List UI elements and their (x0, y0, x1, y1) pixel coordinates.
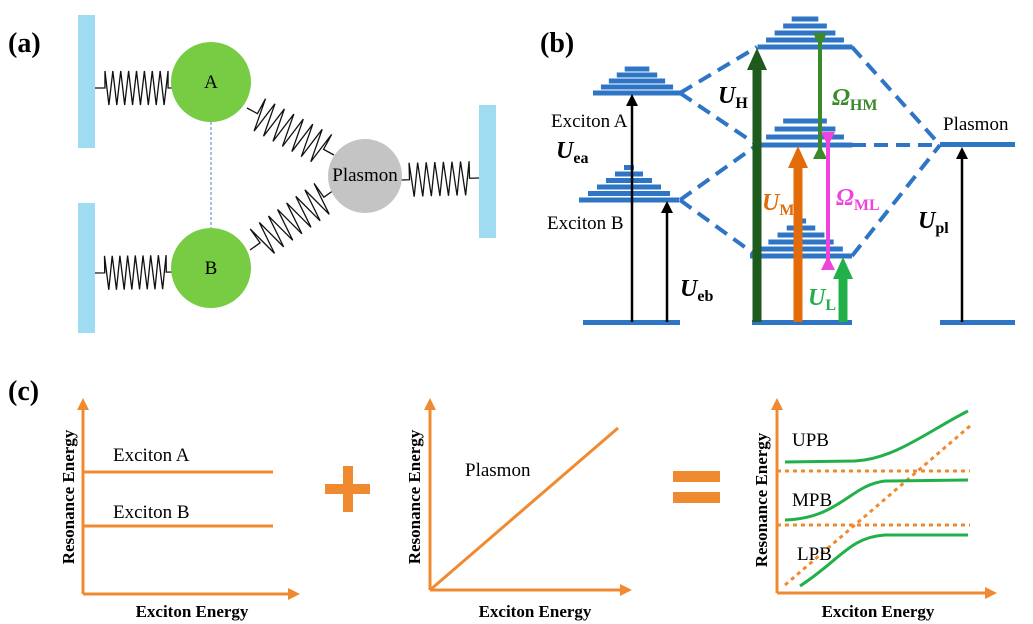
figure: (a) (b) Exciton A Exciton B Plasmon UeaU… (0, 0, 1033, 624)
coupling-line (680, 200, 757, 256)
energy-label: UH (718, 83, 748, 112)
spring (400, 161, 479, 196)
energy-label: ΩHM (832, 85, 877, 114)
arrow-head (661, 201, 673, 213)
curve-label: UPB (792, 430, 829, 451)
energy-label: Uea (556, 138, 588, 167)
wall (78, 203, 95, 333)
coupling-line (852, 47, 940, 145)
symbol: U (556, 138, 575, 164)
y-axis-label: Resonance Energy (405, 429, 424, 564)
curve-label: Exciton A (113, 445, 190, 466)
symbol: U (718, 83, 737, 109)
symbol: Ω (836, 185, 854, 211)
curve-label: MPB (792, 490, 832, 511)
energy-label: UM (762, 190, 794, 219)
subscript: ea (573, 150, 588, 167)
ground-level (940, 320, 1015, 325)
axis-head (985, 587, 997, 599)
mass-label: Plasmon (332, 165, 398, 186)
subscript: L (825, 297, 836, 314)
subscript: H (735, 95, 748, 112)
energy-label: UL (808, 285, 836, 314)
symbol: U (918, 208, 937, 234)
symbol: U (680, 276, 699, 302)
x-axis-label: Exciton Energy (479, 602, 592, 621)
arrow-head (788, 146, 808, 168)
subscript: M (779, 202, 794, 219)
coupling-line (680, 145, 757, 200)
axis-head (620, 584, 632, 596)
y-axis-label: Resonance Energy (59, 429, 78, 564)
energy-level (940, 142, 1015, 147)
subscript: ML (854, 197, 880, 214)
arrow-head (956, 147, 968, 159)
curve-label: LPB (797, 544, 832, 565)
arrow-head (626, 94, 638, 106)
state-label: Exciton A (551, 111, 628, 132)
curve-label: Exciton B (113, 502, 190, 523)
spring (247, 99, 334, 162)
energy-level (766, 38, 844, 43)
energy-level (617, 73, 657, 78)
energy-level (601, 85, 673, 90)
curve-label: Plasmon (465, 460, 531, 481)
energy-level (625, 67, 650, 72)
wall (479, 105, 496, 238)
equals-sign (673, 492, 720, 503)
panel-label: (a) (8, 28, 41, 59)
axis-head (771, 398, 783, 410)
panel-label: (b) (540, 28, 574, 59)
energy-level (597, 185, 661, 190)
x-axis-label: Exciton Energy (822, 602, 935, 621)
x-axis-label: Exciton Energy (136, 602, 249, 621)
energy-level (579, 198, 679, 203)
energy-level (593, 91, 681, 96)
energy-level (588, 191, 670, 196)
energy-label: Ueb (680, 276, 713, 305)
energy-level (758, 45, 853, 50)
spring (250, 183, 334, 253)
symbol: Ω (832, 85, 850, 111)
subscript: eb (697, 288, 713, 305)
energy-level (783, 24, 827, 29)
state-label: Plasmon (943, 114, 1009, 135)
mass-label: B (205, 258, 218, 279)
state-label: Exciton B (547, 213, 624, 234)
symbol: U (762, 190, 781, 216)
subscript: pl (935, 220, 949, 237)
mass-label: A (204, 72, 218, 93)
spring (95, 71, 178, 105)
energy-label: Upl (918, 208, 949, 237)
equals-sign (673, 471, 720, 482)
energy-label: ΩML (836, 185, 880, 214)
wall (78, 15, 95, 148)
energy-level (609, 79, 665, 84)
energy-level (758, 143, 853, 148)
panel-label: (c) (8, 376, 39, 407)
energy-level (775, 127, 836, 132)
axis-head (424, 398, 436, 410)
axis-head (77, 398, 89, 410)
energy-level (792, 17, 819, 22)
subscript: HM (850, 97, 878, 114)
energy-level (615, 172, 643, 177)
spring (95, 255, 176, 290)
plus-sign (343, 466, 353, 512)
arrow-head (747, 48, 767, 70)
y-axis-label: Resonance Energy (752, 432, 771, 567)
energy-level (606, 178, 652, 183)
arrow-head (833, 257, 853, 279)
curve (430, 428, 618, 590)
axis-head (288, 588, 300, 600)
symbol: U (808, 285, 827, 311)
